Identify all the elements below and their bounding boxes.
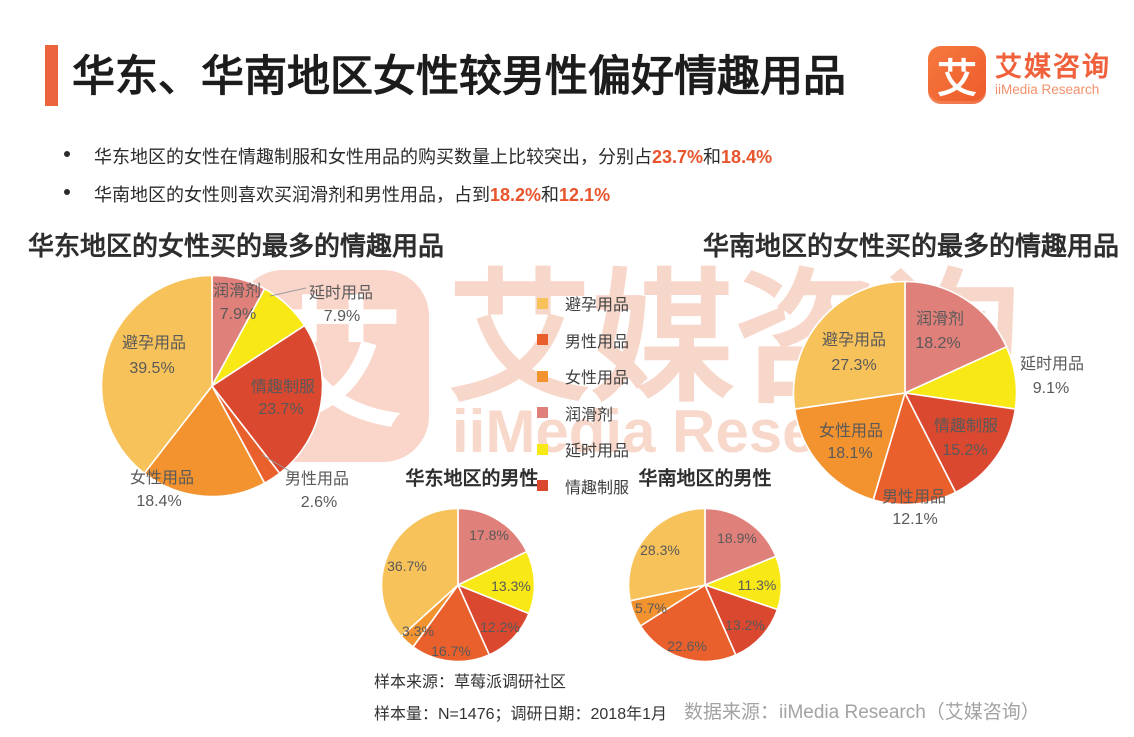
pie-slice-value: 15.2%	[942, 442, 988, 459]
legend-label: 延时用品	[565, 443, 630, 460]
bullet-icon	[64, 189, 70, 195]
legend-swatch	[537, 370, 548, 382]
pie-slice-value: 11.3%	[737, 577, 777, 593]
pie-slice-label: 男性用品	[881, 489, 947, 506]
pie-slice-label: 延时用品	[1019, 356, 1085, 373]
pie-slice-label: 女性用品	[818, 423, 884, 440]
pie-slice-value: 7.9%	[219, 306, 257, 323]
pie-slice-value: 22.6%	[667, 638, 707, 654]
legend-label: 避孕用品	[565, 297, 630, 314]
highlight-pct: 23.7%	[652, 147, 704, 167]
pie-slice-value: 7.9%	[323, 308, 361, 325]
legend-swatch	[537, 297, 548, 309]
pie-slice-value: 39.5%	[129, 360, 175, 377]
bullet-text: 华南地区的女性则喜欢买润滑剂和男性用品，占到18.2%和12.1%	[94, 185, 611, 205]
pie-slice-value: 23.7%	[258, 401, 304, 418]
legend-label: 男性用品	[565, 333, 630, 351]
page-title: 华东、华南地区女性较男性偏好情趣用品	[72, 53, 846, 101]
pie-slice-value: 13.2%	[725, 617, 765, 633]
pie-slice-label: 男性用品	[284, 471, 350, 488]
pie-slice-value: 17.8%	[469, 527, 509, 543]
iimedia-logo: 艾 艾媒咨询 iiMedia Research	[928, 46, 1111, 104]
pie-chart-south-female	[792, 280, 1018, 506]
legend-swatch	[537, 334, 548, 345]
pie-slice-value: 12.1%	[892, 511, 938, 528]
pie-slice-value: 3.3%	[402, 623, 434, 639]
pie-slice-label: 避孕用品	[121, 335, 187, 352]
pie-slice-value: 9.1%	[1032, 380, 1070, 397]
logo-name-cn: 艾媒咨询	[995, 52, 1111, 82]
pie-slice-value: 5.7%	[635, 600, 667, 616]
pie-chart-east-female	[100, 274, 324, 498]
bullet-text: 华东地区的女性在情趣制服和女性用品的购买数量上比较突出，分别占23.7%和18.…	[94, 147, 773, 167]
legend-item: 延时用品	[537, 437, 629, 461]
iimedia-logo-icon: 艾	[928, 46, 986, 104]
legend-item: 情趣制服	[537, 474, 629, 498]
bullet-point-2: 华南地区的女性则喜欢买润滑剂和男性用品，占到18.2%和12.1%	[64, 181, 610, 207]
legend-item: 润滑剂	[537, 401, 629, 425]
pie-slice-value: 13.3%	[491, 578, 531, 594]
title-accent-bar	[45, 45, 58, 106]
pie-slice-value: 18.9%	[717, 530, 757, 546]
pie-slice-value: 27.3%	[831, 357, 877, 374]
pie-slice-label: 女性用品	[129, 470, 195, 487]
footer-sample-source: 样本来源：草莓派调研社区	[374, 674, 567, 691]
pie-slice-label: 避孕用品	[821, 332, 887, 349]
footer-sample-info: 样本量：N=1476；调研日期：2018年1月	[374, 706, 667, 723]
pie-slice-label: 润滑剂	[212, 283, 262, 300]
legend-swatch	[537, 407, 548, 418]
highlight-pct: 18.4%	[721, 147, 773, 167]
chart-title-south-female: 华南地区的女性买的最多的情趣用品	[703, 231, 1120, 261]
chart-title-south-male: 华南地区的男性	[638, 468, 772, 490]
pie-slice-label: 润滑剂	[915, 311, 965, 328]
pie-slice-value: 16.7%	[431, 643, 471, 659]
legend-swatch	[537, 480, 548, 491]
pie-slice-value: 18.2%	[915, 335, 961, 352]
highlight-pct: 18.2%	[490, 185, 542, 205]
pie-slice-value: 18.1%	[827, 445, 873, 462]
pie-slice-label: 情趣制服	[933, 418, 999, 435]
legend-item: 女性用品	[537, 364, 629, 388]
bullet-icon	[64, 151, 70, 157]
legend-item: 男性用品	[537, 328, 629, 352]
legend-item: 避孕用品	[537, 291, 629, 315]
pie-slice-value: 18.4%	[136, 493, 182, 510]
pie-slice-label: 延时用品	[308, 285, 374, 302]
pie-slice-value: 2.6%	[300, 494, 338, 511]
chart-title-east-male: 华东地区的男性	[405, 468, 539, 490]
highlight-pct: 12.1%	[559, 185, 611, 205]
pie-slice-label: 情趣制服	[250, 379, 316, 396]
pie-chart-south-male	[627, 507, 783, 663]
legend-label: 润滑剂	[565, 406, 614, 424]
chart-title-east-female: 华东地区的女性买的最多的情趣用品	[28, 231, 445, 261]
pie-slice-value: 12.2%	[480, 619, 520, 635]
pie-chart-east-male	[380, 507, 536, 663]
bullet-point-1: 华东地区的女性在情趣制服和女性用品的购买数量上比较突出，分别占23.7%和18.…	[64, 143, 772, 169]
pie-slice-value: 28.3%	[640, 542, 680, 558]
legend-label: 女性用品	[565, 370, 630, 387]
legend-label: 情趣制服	[565, 479, 630, 497]
logo-glyph: 艾	[937, 57, 977, 101]
pie-slice-value: 36.7%	[387, 558, 427, 574]
logo-text: 艾媒咨询 iiMedia Research	[995, 52, 1111, 98]
logo-name-en: iiMedia Research	[995, 82, 1100, 97]
footer-data-source: 数据来源：iiMedia Research（艾媒咨询）	[684, 702, 1040, 723]
chart-legend: 避孕用品 男性用品 女性用品 润滑剂 延时用品 情趣制服	[537, 291, 629, 498]
legend-swatch	[537, 443, 548, 455]
